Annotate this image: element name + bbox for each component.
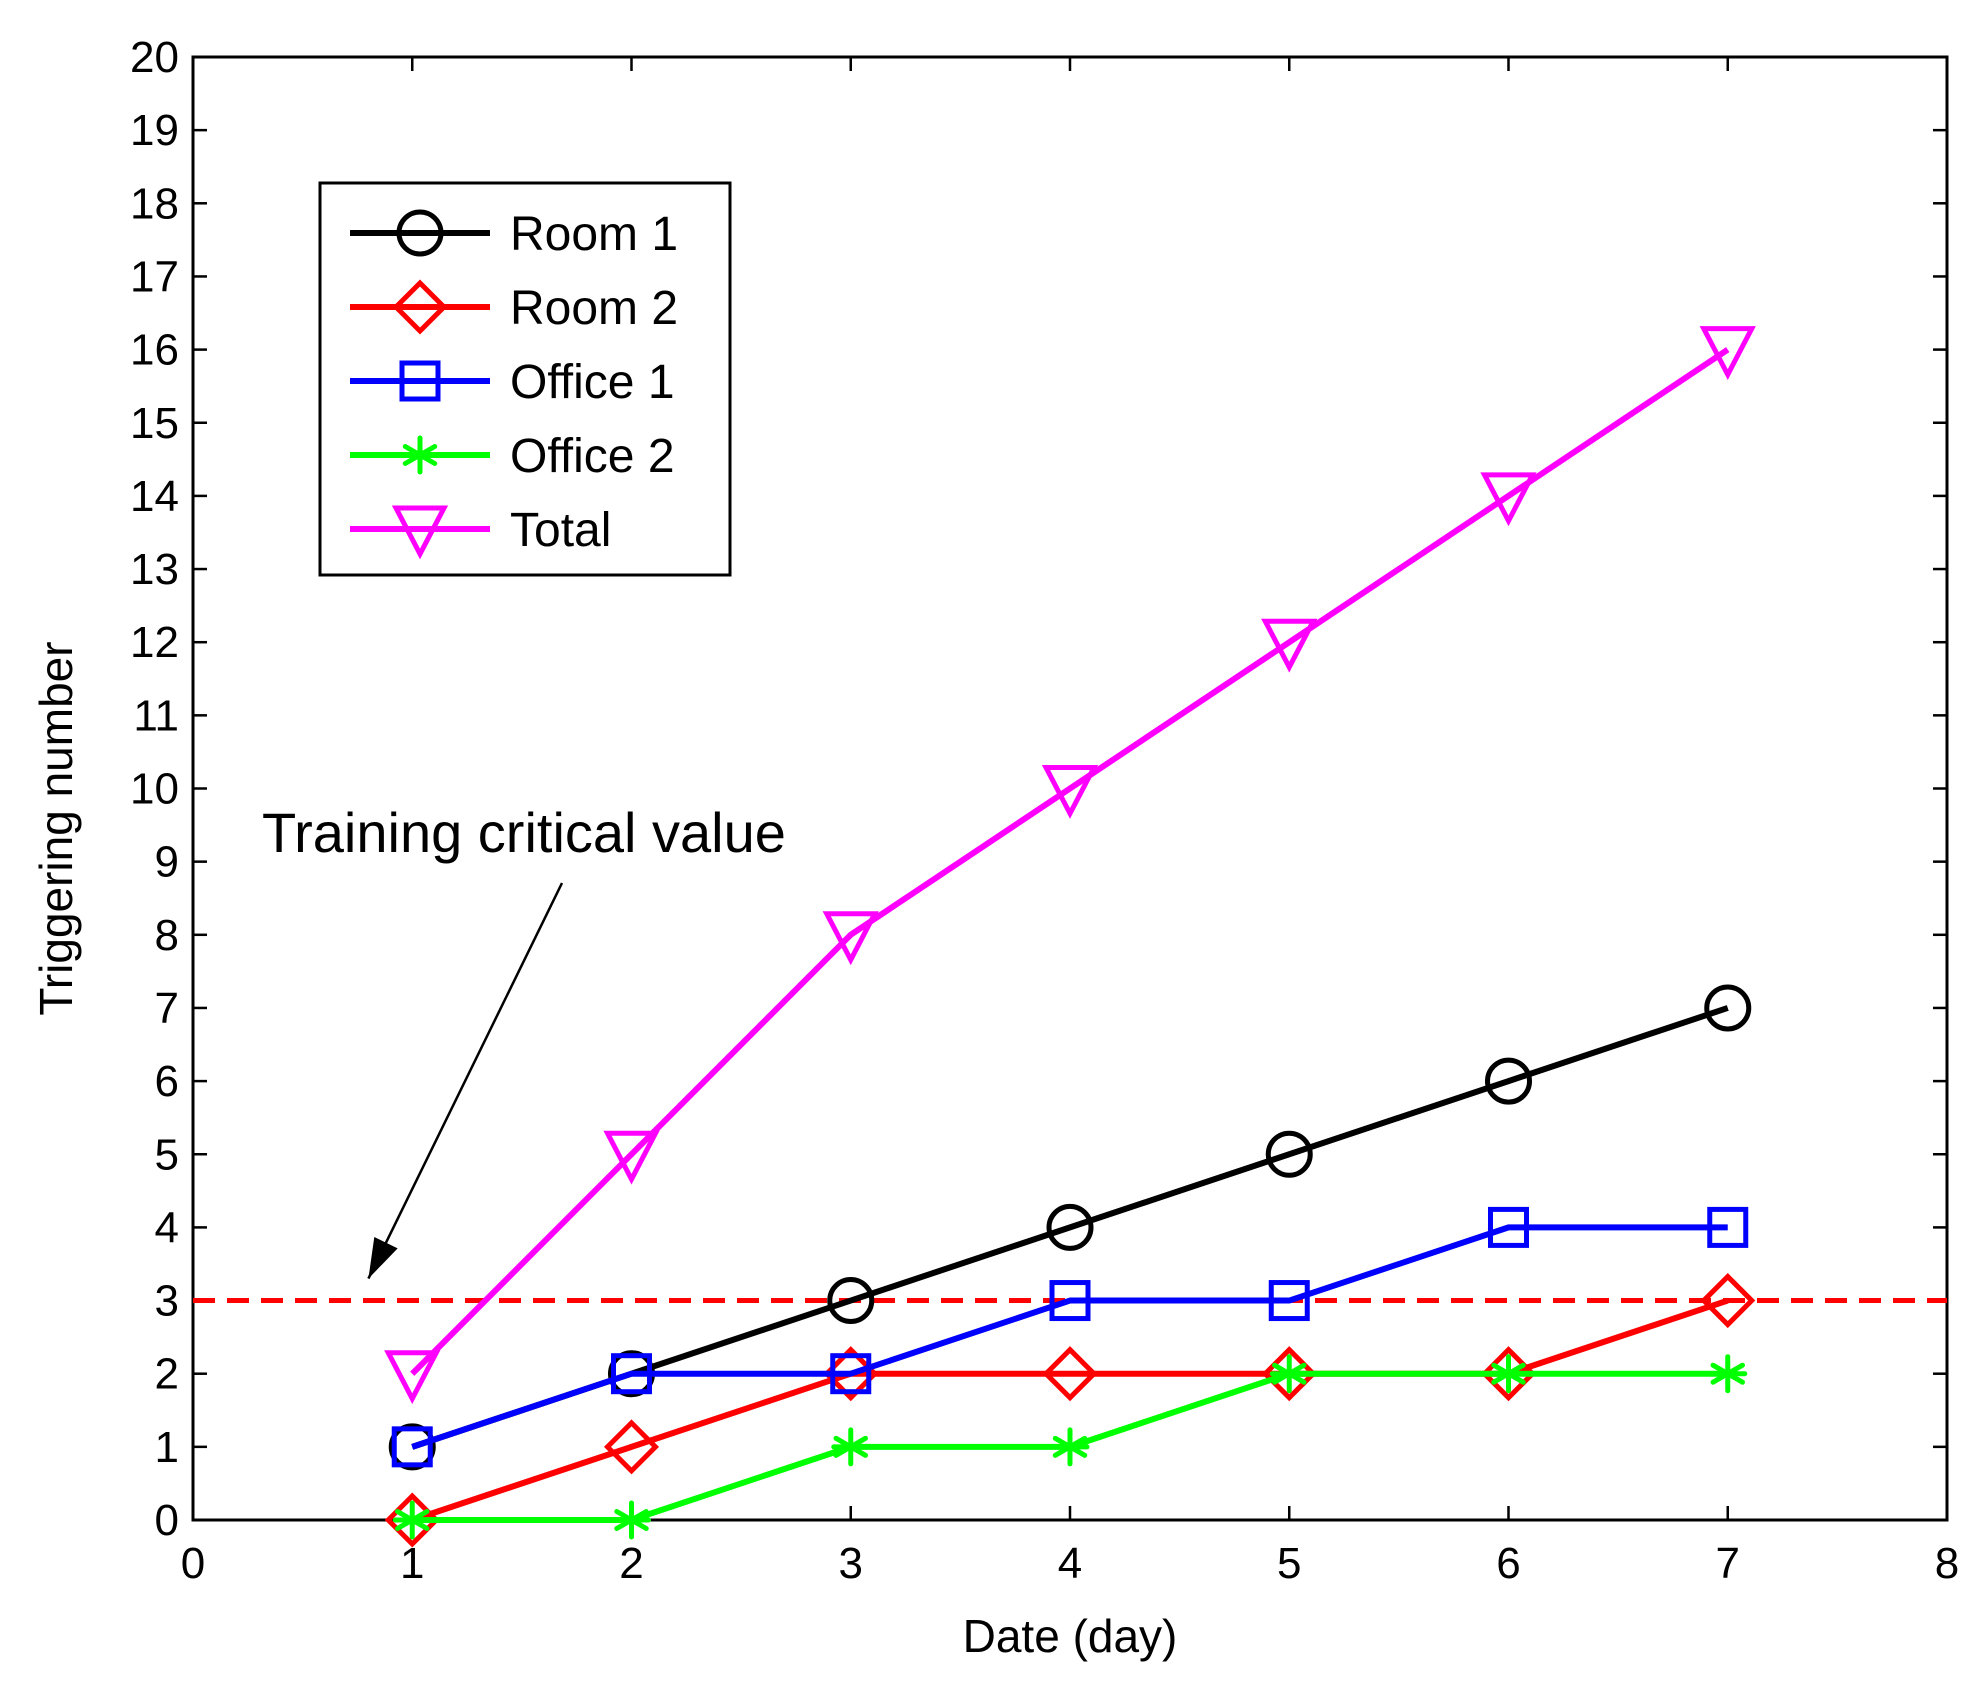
data-point bbox=[1707, 1206, 1749, 1248]
data-point bbox=[1041, 765, 1099, 819]
data-point bbox=[1485, 1057, 1532, 1105]
data-point bbox=[1261, 618, 1318, 673]
x-tick-label: 4 bbox=[1058, 1539, 1082, 1588]
y-tick-label: 3 bbox=[155, 1277, 179, 1326]
legend-item: Office 1 bbox=[350, 356, 675, 409]
legend-marker bbox=[399, 360, 441, 402]
data-point bbox=[391, 1426, 433, 1468]
x-axis-label: Date (day) bbox=[963, 1610, 1178, 1662]
data-point bbox=[384, 1350, 441, 1405]
y-tick-label: 11 bbox=[133, 691, 179, 740]
legend-item: Office 2 bbox=[350, 430, 675, 483]
legend-marker bbox=[396, 209, 444, 257]
y-tick-label: 6 bbox=[155, 1057, 179, 1106]
y-tick-label: 4 bbox=[155, 1203, 179, 1252]
y-tick-label: 16 bbox=[130, 326, 179, 375]
data-point bbox=[392, 1500, 432, 1540]
x-tick-label: 7 bbox=[1716, 1539, 1740, 1588]
x-tick-label: 2 bbox=[619, 1539, 643, 1588]
y-tick-label: 14 bbox=[130, 472, 179, 521]
legend-item: Room 1 bbox=[350, 208, 678, 261]
data-point bbox=[388, 1423, 436, 1471]
data-point bbox=[603, 1130, 660, 1185]
data-point bbox=[1049, 1280, 1091, 1322]
data-point bbox=[1265, 1130, 1313, 1178]
y-tick-label: 13 bbox=[130, 545, 179, 594]
legend-label: Room 2 bbox=[510, 282, 678, 335]
annotation-arrowhead bbox=[368, 1236, 398, 1279]
legend-item: Room 2 bbox=[350, 279, 678, 335]
series-office-2 bbox=[392, 1354, 1748, 1540]
data-point bbox=[611, 1353, 652, 1395]
data-point bbox=[1489, 1354, 1528, 1394]
axis-ticks bbox=[191, 55, 1949, 1522]
y-tick-label: 10 bbox=[130, 765, 179, 814]
data-point bbox=[612, 1500, 651, 1540]
series-line bbox=[410, 347, 1730, 1376]
legend-label: Office 2 bbox=[510, 430, 675, 483]
x-tick-label: 3 bbox=[839, 1539, 863, 1588]
legend-label: Office 1 bbox=[510, 356, 675, 409]
data-point bbox=[1268, 1280, 1310, 1322]
y-tick-label: 9 bbox=[155, 838, 179, 887]
legend-marker bbox=[391, 505, 449, 560]
y-tick-label: 0 bbox=[155, 1496, 179, 1545]
series-office-1 bbox=[391, 1206, 1749, 1468]
series-total bbox=[384, 326, 1756, 1405]
data-point bbox=[1480, 472, 1537, 527]
data-point bbox=[1269, 1354, 1309, 1394]
data-point bbox=[822, 911, 879, 966]
data-point bbox=[1046, 1203, 1094, 1251]
y-tick-label: 18 bbox=[130, 179, 179, 228]
data-point bbox=[1700, 1273, 1756, 1329]
annotation-label: Training critical value bbox=[262, 801, 786, 864]
y-tick-label: 7 bbox=[155, 984, 179, 1033]
legend-item: Total bbox=[350, 504, 611, 560]
y-tick-label: 1 bbox=[155, 1423, 179, 1472]
data-point bbox=[831, 1427, 871, 1467]
y-tick-label: 19 bbox=[130, 106, 179, 155]
y-tick-label: 17 bbox=[130, 252, 179, 301]
y-tick-label: 8 bbox=[155, 911, 179, 960]
legend-label: Total bbox=[510, 504, 611, 557]
legend-marker bbox=[400, 435, 440, 475]
x-tick-label: 5 bbox=[1277, 1539, 1301, 1588]
data-point bbox=[1042, 1346, 1098, 1402]
x-tick-label: 0 bbox=[181, 1539, 205, 1588]
legend-marker bbox=[392, 279, 448, 335]
data-point bbox=[1708, 1354, 1748, 1394]
data-point bbox=[1704, 984, 1752, 1032]
series-line bbox=[411, 1224, 1728, 1450]
y-tick-label: 12 bbox=[130, 618, 179, 667]
y-tick-label: 15 bbox=[130, 399, 179, 448]
y-tick-label: 5 bbox=[155, 1130, 179, 1179]
data-point bbox=[827, 1277, 875, 1325]
y-tick-label: 20 bbox=[130, 33, 179, 82]
series-layer bbox=[384, 326, 1756, 1548]
legend: Room 1 Room 2 Office 1 Office 2 Total bbox=[318, 181, 732, 577]
x-tick-label: 6 bbox=[1496, 1539, 1520, 1588]
data-point bbox=[1050, 1427, 1090, 1467]
data-point bbox=[1488, 1206, 1529, 1248]
data-point bbox=[830, 1353, 872, 1395]
y-tick-label: 2 bbox=[155, 1350, 179, 1399]
annotation: Training critical value bbox=[262, 801, 786, 1280]
data-point bbox=[603, 1419, 660, 1475]
axis-tick-labels: 0 1 2 3 4 5 6 7 80123456789101112131415161718192… bbox=[130, 33, 1959, 1588]
legend-label: Room 1 bbox=[510, 208, 678, 261]
data-point bbox=[1699, 326, 1756, 381]
x-tick-label: 8 bbox=[1935, 1539, 1959, 1588]
annotation-arrow bbox=[367, 882, 564, 1280]
y-axis-label: Triggering number bbox=[30, 641, 82, 1015]
